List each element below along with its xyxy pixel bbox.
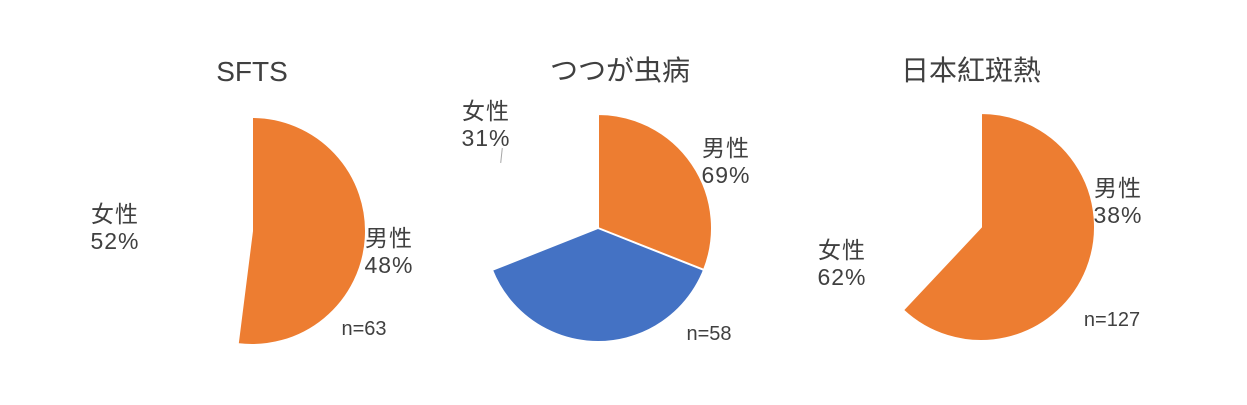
label-male-jsf: 男性 38% [1093,175,1142,229]
label-female-name: 女性 [817,237,866,263]
label-male-tsutsugamushi: 男性 69% [701,135,750,189]
label-male-percent: 38% [1093,202,1143,228]
label-female-jsf: 女性 62% [817,237,866,291]
chart-title-japanese-spotted-fever: 日本紅斑熱 [900,55,1042,86]
label-male-percent: 69% [701,162,751,188]
label-female-percent: 31% [461,125,511,151]
label-male-sfts: 男性 48% [364,225,413,279]
label-male-name: 男性 [701,135,750,161]
pie-slice-female [901,112,1096,342]
sample-size-label-tsutsugamushi: n=58 [686,323,732,345]
label-male-name: 男性 [1093,175,1142,201]
label-female-percent: 52% [90,228,140,254]
label-male-percent: 48% [364,252,414,278]
pie-slice-female [597,113,713,271]
chart-title-sfts: SFTS [216,56,288,87]
pie-sfts [236,116,367,346]
label-female-name: 女性 [461,98,510,124]
label-female-percent: 62% [817,264,867,290]
label-female-sfts: 女性 52% [90,201,139,255]
sample-size-label-sfts: n=63 [341,318,387,340]
pie-tsutsugamushi [491,113,713,343]
label-female-name: 女性 [90,201,139,227]
label-male-name: 男性 [364,225,413,251]
pie-slice-female [236,116,367,346]
sample-size-label-jsf: n=127 [1083,309,1141,331]
label-female-tsutsugamushi: 女性 31% [461,98,510,152]
pie-japanese-spotted-fever [901,112,1096,342]
chart-title-tsutsugamushi: つつが虫病 [549,55,691,86]
